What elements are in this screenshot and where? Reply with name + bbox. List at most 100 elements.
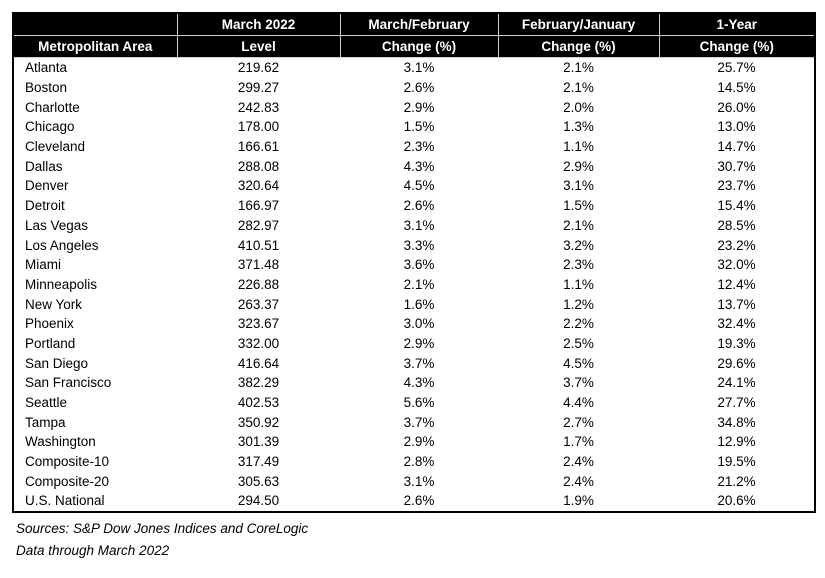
mar-feb-change-cell: 2.9% — [403, 335, 435, 351]
one-year-change-cell: 14.5% — [717, 80, 756, 96]
table-row: Los Angeles 410.51 3.3% 3.2% 23.2% — [13, 235, 815, 255]
level-cell: 382.29 — [237, 375, 280, 391]
mar-feb-change-cell: 2.9% — [403, 434, 435, 450]
level-cell: 294.50 — [237, 493, 280, 509]
level-cell: 166.61 — [237, 139, 280, 155]
mar-feb-change-cell: 2.6% — [403, 80, 435, 96]
level-cell: 288.08 — [237, 158, 280, 174]
table-row: Minneapolis 226.88 2.1% 1.1% 12.4% — [13, 275, 815, 295]
header-row-1: March 2022 March/February February/January… — [12, 12, 816, 36]
table-row: Atlanta 219.62 3.1% 2.1% 25.7% — [13, 58, 815, 78]
table-row: San Francisco 382.29 4.3% 3.7% 24.1% — [13, 373, 815, 393]
metro-area-cell: Las Vegas — [25, 217, 89, 233]
table-row: Composite-20 305.63 3.1% 2.4% 21.2% — [13, 471, 815, 491]
table-row: U.S. National 294.50 2.6% 1.9% 20.6% — [13, 491, 815, 512]
level-cell: 226.88 — [237, 276, 280, 292]
metro-area-cell: Minneapolis — [25, 276, 98, 292]
feb-jan-change-header: February/January — [497, 12, 660, 36]
level-cell: 282.97 — [237, 217, 280, 233]
one-year-change-cell: 19.5% — [717, 454, 756, 470]
table-row: Composite-10 317.49 2.8% 2.4% 19.5% — [13, 452, 815, 472]
metro-area-cell: Tampa — [25, 414, 66, 430]
table-row: Phoenix 323.67 3.0% 2.2% 32.4% — [13, 314, 815, 334]
metro-area-cell: Composite-10 — [25, 454, 110, 470]
mar-feb-change-cell: 2.6% — [403, 493, 435, 509]
mar-feb-change-cell: 1.6% — [403, 296, 435, 312]
metro-area-cell: U.S. National — [25, 493, 105, 509]
table-body: Atlanta 219.62 3.1% 2.1% 25.7% Boston 299.27 2.… — [13, 58, 815, 512]
one-year-change-cell: 26.0% — [717, 99, 756, 115]
level-cell: 410.51 — [237, 237, 280, 253]
one-year-change-cell: 23.2% — [717, 237, 756, 253]
level-cell: 301.39 — [237, 434, 280, 450]
metro-area-cell: San Francisco — [25, 375, 112, 391]
table-row: New York 263.37 1.6% 1.2% 13.7% — [13, 294, 815, 314]
metro-area-cell: Seattle — [25, 395, 68, 411]
metro-area-header: Metropolitan Area — [12, 35, 178, 58]
level-cell: 350.92 — [237, 414, 280, 430]
mar-feb-change-cell: 3.3% — [403, 237, 435, 253]
mar-feb-change-cell: 2.1% — [403, 276, 435, 292]
feb-jan-change-cell: 2.9% — [563, 158, 594, 174]
mar-feb-change-cell: 4.3% — [403, 158, 435, 174]
mar-feb-change-cell: 3.6% — [403, 257, 435, 273]
table-row: San Diego 416.64 3.7% 4.5% 29.6% — [13, 353, 815, 373]
metro-area-cell: Washington — [25, 434, 96, 450]
mar-feb-change-cell: 4.5% — [403, 178, 435, 194]
level-cell: 332.00 — [237, 335, 280, 351]
feb-jan-change-cell: 2.4% — [563, 454, 594, 470]
feb-jan-change-cell: 2.4% — [563, 473, 594, 489]
mar-feb-change-cell: 3.7% — [403, 355, 435, 371]
level-cell: 402.53 — [237, 395, 280, 411]
level-cell: 299.27 — [237, 80, 280, 96]
table-row: Detroit 166.97 2.6% 1.5% 15.4% — [13, 196, 815, 216]
level-cell: 219.62 — [237, 60, 280, 76]
feb-jan-change-cell: 4.5% — [563, 355, 594, 371]
mar-feb-change-cell: 3.0% — [403, 316, 435, 332]
level-cell: 305.63 — [237, 473, 280, 489]
mar-feb-change-header: Change (%) — [339, 35, 499, 58]
table-row: Charlotte 242.83 2.9% 2.0% 26.0% — [13, 97, 815, 117]
table-row: Denver 320.64 4.5% 3.1% 23.7% — [13, 176, 815, 196]
mar-feb-change-cell: 1.5% — [403, 119, 435, 135]
metro-area-cell: New York — [25, 296, 83, 312]
level-cell: 242.83 — [237, 99, 280, 115]
table-row: Cleveland 166.61 2.3% 1.1% 14.7% — [13, 137, 815, 157]
feb-jan-change-cell: 3.1% — [563, 178, 594, 194]
feb-jan-change-header: Change (%) — [497, 35, 660, 58]
metro-area-cell: Phoenix — [25, 316, 74, 332]
one-year-change-cell: 34.8% — [717, 414, 756, 430]
level-cell: 263.37 — [237, 296, 280, 312]
mar-feb-change-cell: 3.1% — [403, 473, 435, 489]
mar-feb-change-cell: 4.3% — [403, 375, 435, 391]
metro-area-cell: Composite-20 — [25, 473, 110, 489]
metro-area-cell: Detroit — [25, 198, 65, 214]
feb-jan-change-cell: 2.5% — [563, 335, 594, 351]
level-cell: 323.67 — [237, 316, 280, 332]
mar-feb-change-cell: 2.6% — [403, 198, 435, 214]
mar-feb-change-cell: 3.1% — [403, 217, 435, 233]
metro-area-cell: Miami — [25, 257, 61, 273]
table-row: Washington 301.39 2.9% 1.7% 12.9% — [13, 432, 815, 452]
one-year-change-cell: 20.6% — [717, 493, 756, 509]
feb-jan-change-cell: 2.0% — [563, 99, 594, 115]
table-row: Boston 299.27 2.6% 2.1% 14.5% — [13, 78, 815, 98]
table-row: Miami 371.48 3.6% 2.3% 32.0% — [13, 255, 815, 275]
metro-area-cell: Dallas — [25, 158, 63, 174]
one-year-change-header: 1-Year — [658, 12, 816, 36]
metro-area-cell: Los Angeles — [25, 237, 99, 253]
table-row: Las Vegas 282.97 3.1% 2.1% 28.5% — [13, 216, 815, 236]
mar-feb-change-cell: 5.6% — [403, 395, 435, 411]
one-year-change-cell: 30.7% — [717, 158, 756, 174]
mar-feb-change-header: March/February — [339, 12, 499, 36]
mar-feb-change-cell: 2.3% — [403, 139, 435, 155]
metro-area-cell: Portland — [25, 335, 76, 351]
march-2022-level-header: Level — [176, 35, 341, 58]
metro-area-cell: Cleveland — [25, 139, 86, 155]
level-cell: 371.48 — [237, 257, 280, 273]
one-year-change-cell: 12.4% — [717, 276, 756, 292]
mar-feb-change-cell: 3.1% — [403, 60, 435, 76]
table-row: Dallas 288.08 4.3% 2.9% 30.7% — [13, 156, 815, 176]
level-cell: 320.64 — [237, 178, 280, 194]
